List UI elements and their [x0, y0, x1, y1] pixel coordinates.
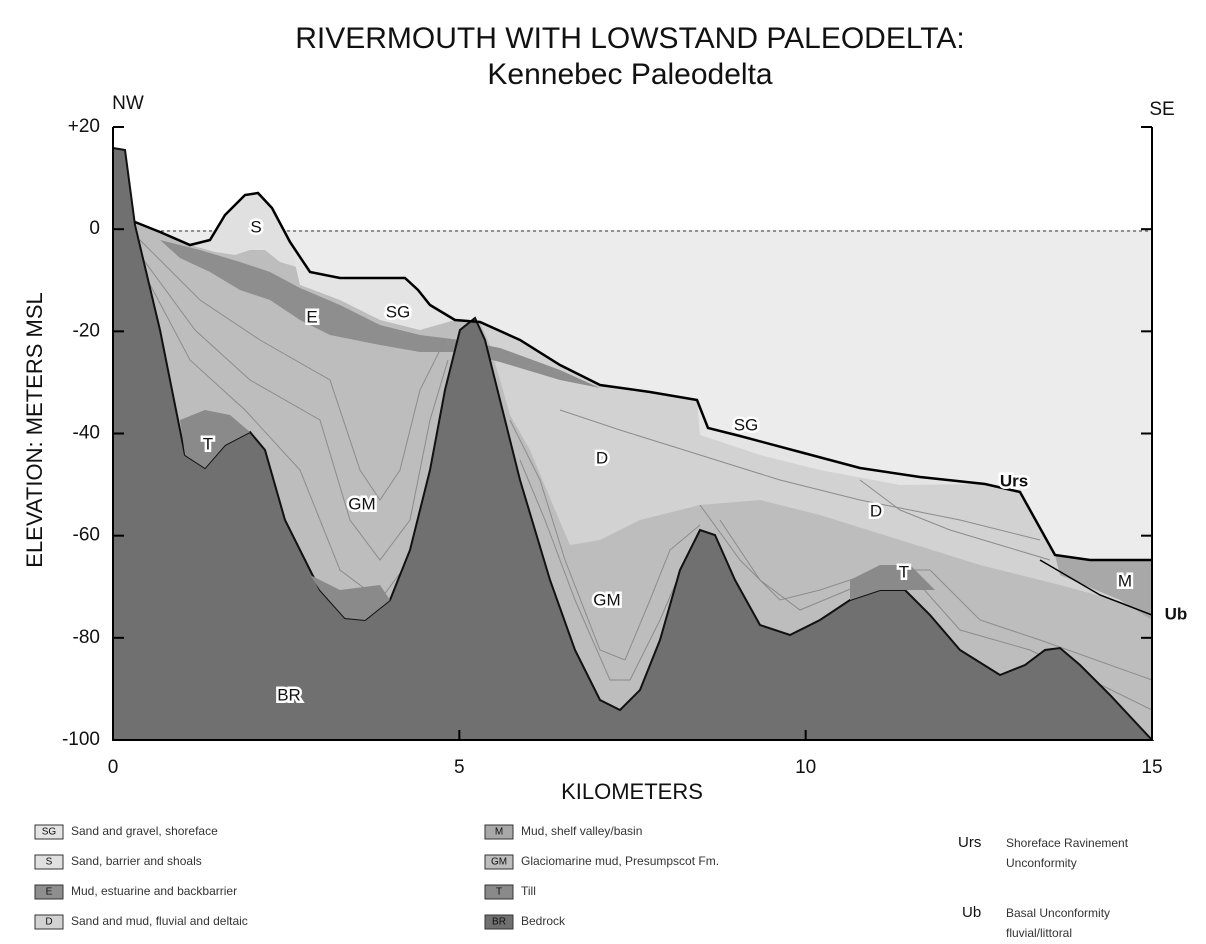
surface-legend: Urs Shoreface Ravinement Unconformity Ub… — [958, 834, 1129, 940]
x-tick-label: 15 — [1141, 757, 1162, 778]
unit-label: Ub — [1165, 604, 1188, 623]
title: RIVERMOUTH WITH LOWSTAND PALEODELTA: — [295, 22, 965, 55]
y-axis-label: ELEVATION: METERS MSL — [22, 292, 47, 567]
legend-text: Till — [521, 884, 536, 898]
legend-code: M — [495, 827, 503, 838]
legend-code: T — [496, 887, 502, 898]
legend-text: Mud, shelf valley/basin — [521, 824, 642, 838]
unit-label: GM — [593, 590, 620, 609]
unit-label: SG — [386, 302, 411, 321]
y-tick-label: 0 — [89, 218, 100, 239]
legend-code: E — [46, 887, 53, 898]
unit-label: M — [1118, 571, 1132, 590]
y-tick-label: +20 — [68, 116, 100, 137]
legend-text: Sand and mud, fluvial and deltaic — [71, 914, 248, 928]
end-label: SE — [1149, 99, 1174, 120]
unit-label: D — [870, 501, 882, 520]
y-tick-label: -80 — [73, 627, 100, 648]
legend-text: Glaciomarine mud, Presumpscot Fm. — [521, 854, 719, 868]
legend-code: Ub — [962, 904, 981, 921]
unit-label: BR — [277, 685, 301, 704]
x-axis-label: KILOMETERS — [561, 779, 703, 804]
diagram: RIVERMOUTH WITH LOWSTAND PALEODELTA: Ken… — [0, 0, 1206, 944]
legend-code: GM — [491, 857, 507, 868]
x-tick-label: 5 — [454, 757, 465, 778]
legend-text: Unconformity — [1006, 856, 1077, 870]
y-tick-label: -40 — [73, 423, 100, 444]
legend-text: Sand and gravel, shoreface — [71, 824, 218, 838]
x-tick-label: 10 — [795, 757, 816, 778]
legend-text: Shoreface Ravinement — [1006, 836, 1129, 850]
unit-label: T — [899, 562, 909, 581]
y-tick-label: -60 — [73, 525, 100, 546]
legend-text: Bedrock — [521, 914, 566, 928]
legend: SG Sand and gravel, shoreface S Sand, barri… — [35, 824, 719, 929]
legend-code: S — [46, 857, 53, 868]
unit-label: Urs — [1000, 471, 1028, 490]
legend-text: Sand, barrier and shoals — [71, 854, 202, 868]
unit-label: E — [306, 307, 317, 326]
unit-label: S — [250, 217, 261, 236]
end-label: NW — [112, 93, 144, 114]
x-tick-label: 0 — [108, 757, 119, 778]
legend-code: SG — [42, 827, 57, 838]
legend-text: fluvial/littoral — [1006, 926, 1072, 940]
unit-label: GM — [348, 494, 375, 513]
unit-label: SG — [734, 415, 759, 434]
legend-code: D — [45, 917, 52, 928]
y-tick-label: -20 — [73, 320, 100, 341]
legend-text: Mud, estuarine and backbarrier — [71, 884, 237, 898]
unit-label: T — [203, 434, 213, 453]
legend-code: Urs — [958, 834, 981, 851]
legend-text: Basal Unconformity — [1006, 906, 1110, 920]
subtitle: Kennebec Paleodelta — [487, 58, 773, 91]
unit-label: D — [596, 448, 608, 467]
y-tick-label: -100 — [62, 729, 100, 750]
legend-code: BR — [492, 917, 506, 928]
